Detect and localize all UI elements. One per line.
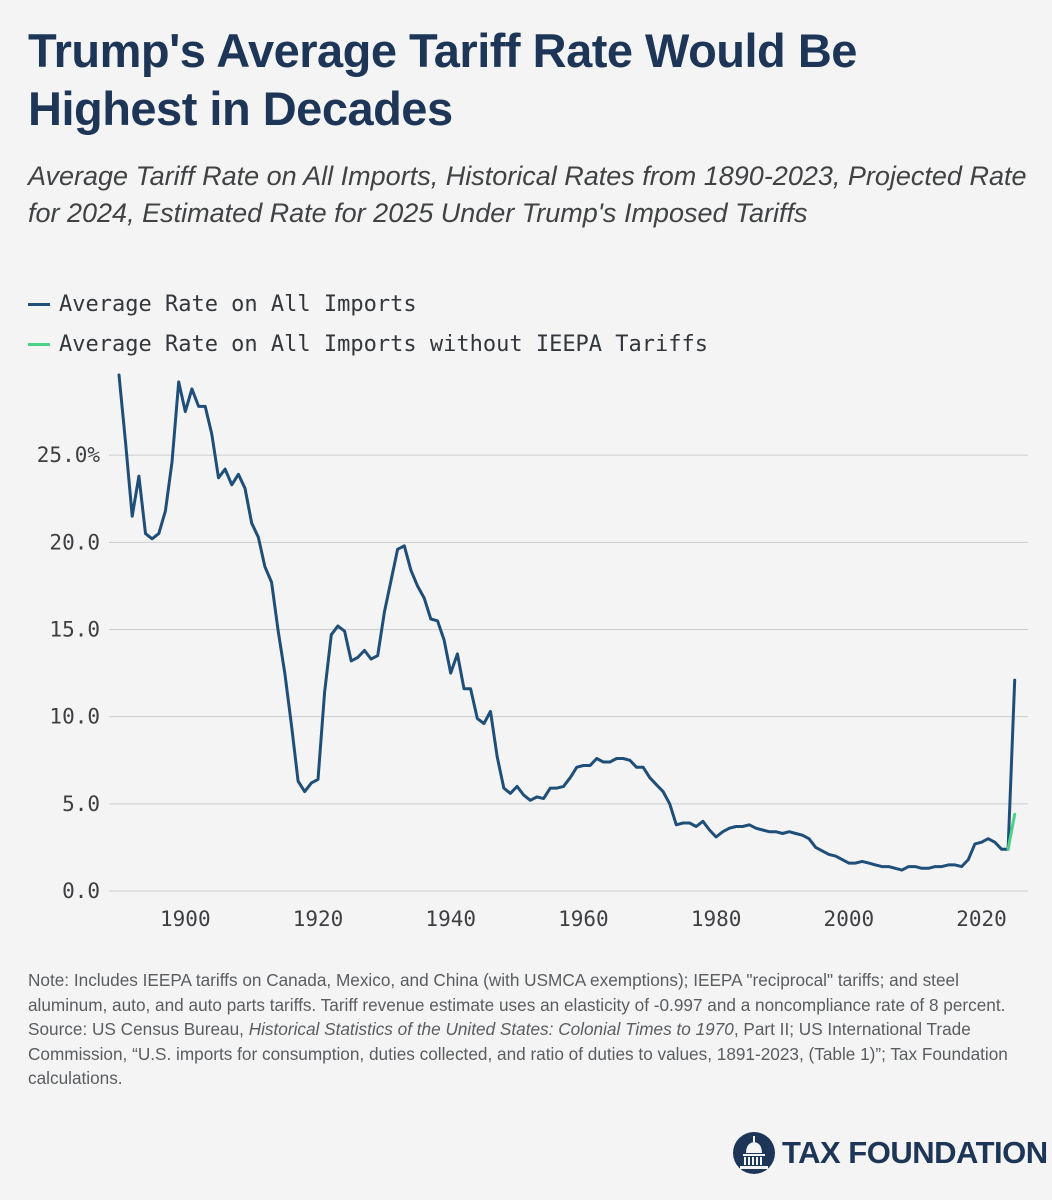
- chart-subtitle: Average Tariff Rate on All Imports, Hist…: [28, 161, 1027, 228]
- series-line-all-imports: [117, 373, 1017, 872]
- x-tick-label-0: 1900: [160, 907, 211, 931]
- x-tick-label-1: 1920: [293, 907, 344, 931]
- note-text: Note: Includes IEEPA tariffs on Canada, …: [28, 970, 1006, 1015]
- legend-label-all-imports: Average Rate on All Imports: [59, 291, 417, 317]
- series-line-without-ieepa: [1006, 812, 1017, 851]
- x-tick-label-4: 1980: [691, 907, 742, 931]
- y-tick-label-0: 0.0: [62, 879, 100, 903]
- capitol-dome-icon: [733, 1132, 775, 1174]
- source-text: Source: US Census Bureau, Historical Sta…: [28, 1017, 1028, 1091]
- chart-title: Trump's Average Tariff Rate Would Be Hig…: [28, 24, 857, 135]
- y-tick-label-3: 15.0: [49, 618, 100, 642]
- source-title: Historical Statistics of the United Stat…: [248, 1019, 734, 1039]
- x-tick-label-6: 2020: [956, 907, 1007, 931]
- footnote: Note: Includes IEEPA tariffs on Canada, …: [28, 968, 1028, 1091]
- x-tick-label-2: 1940: [425, 907, 476, 931]
- line-chart: 0.0 5.0 10.0 15.0 20.0 25.0% 1900 1920 1940 1960 1…: [37, 373, 1028, 931]
- legend: Average Rate on All Imports Average Rate…: [28, 284, 708, 364]
- y-tick-label-2: 10.0: [49, 705, 100, 729]
- x-tick-label-5: 2000: [824, 907, 875, 931]
- tax-foundation-logo: TAX FOUNDATION: [732, 1128, 1048, 1178]
- legend-swatch-all-imports: [28, 302, 50, 306]
- x-tick-label-3: 1960: [558, 907, 609, 931]
- legend-item-all-imports: Average Rate on All Imports: [28, 284, 708, 324]
- source-prefix: Source: US Census Bureau,: [28, 1019, 249, 1039]
- legend-item-without-ieepa: Average Rate on All Imports without IEEP…: [28, 324, 708, 364]
- legend-label-without-ieepa: Average Rate on All Imports without IEEP…: [59, 331, 709, 357]
- y-tick-label-5: 25.0%: [37, 443, 101, 467]
- y-tick-label-4: 20.0: [49, 530, 100, 554]
- legend-swatch-without-ieepa: [28, 342, 50, 346]
- source-rest: , Part II; US International Trade Commis…: [28, 1019, 1008, 1088]
- y-tick-label-1: 5.0: [62, 792, 100, 816]
- logo-text: TAX FOUNDATION: [782, 1135, 1048, 1170]
